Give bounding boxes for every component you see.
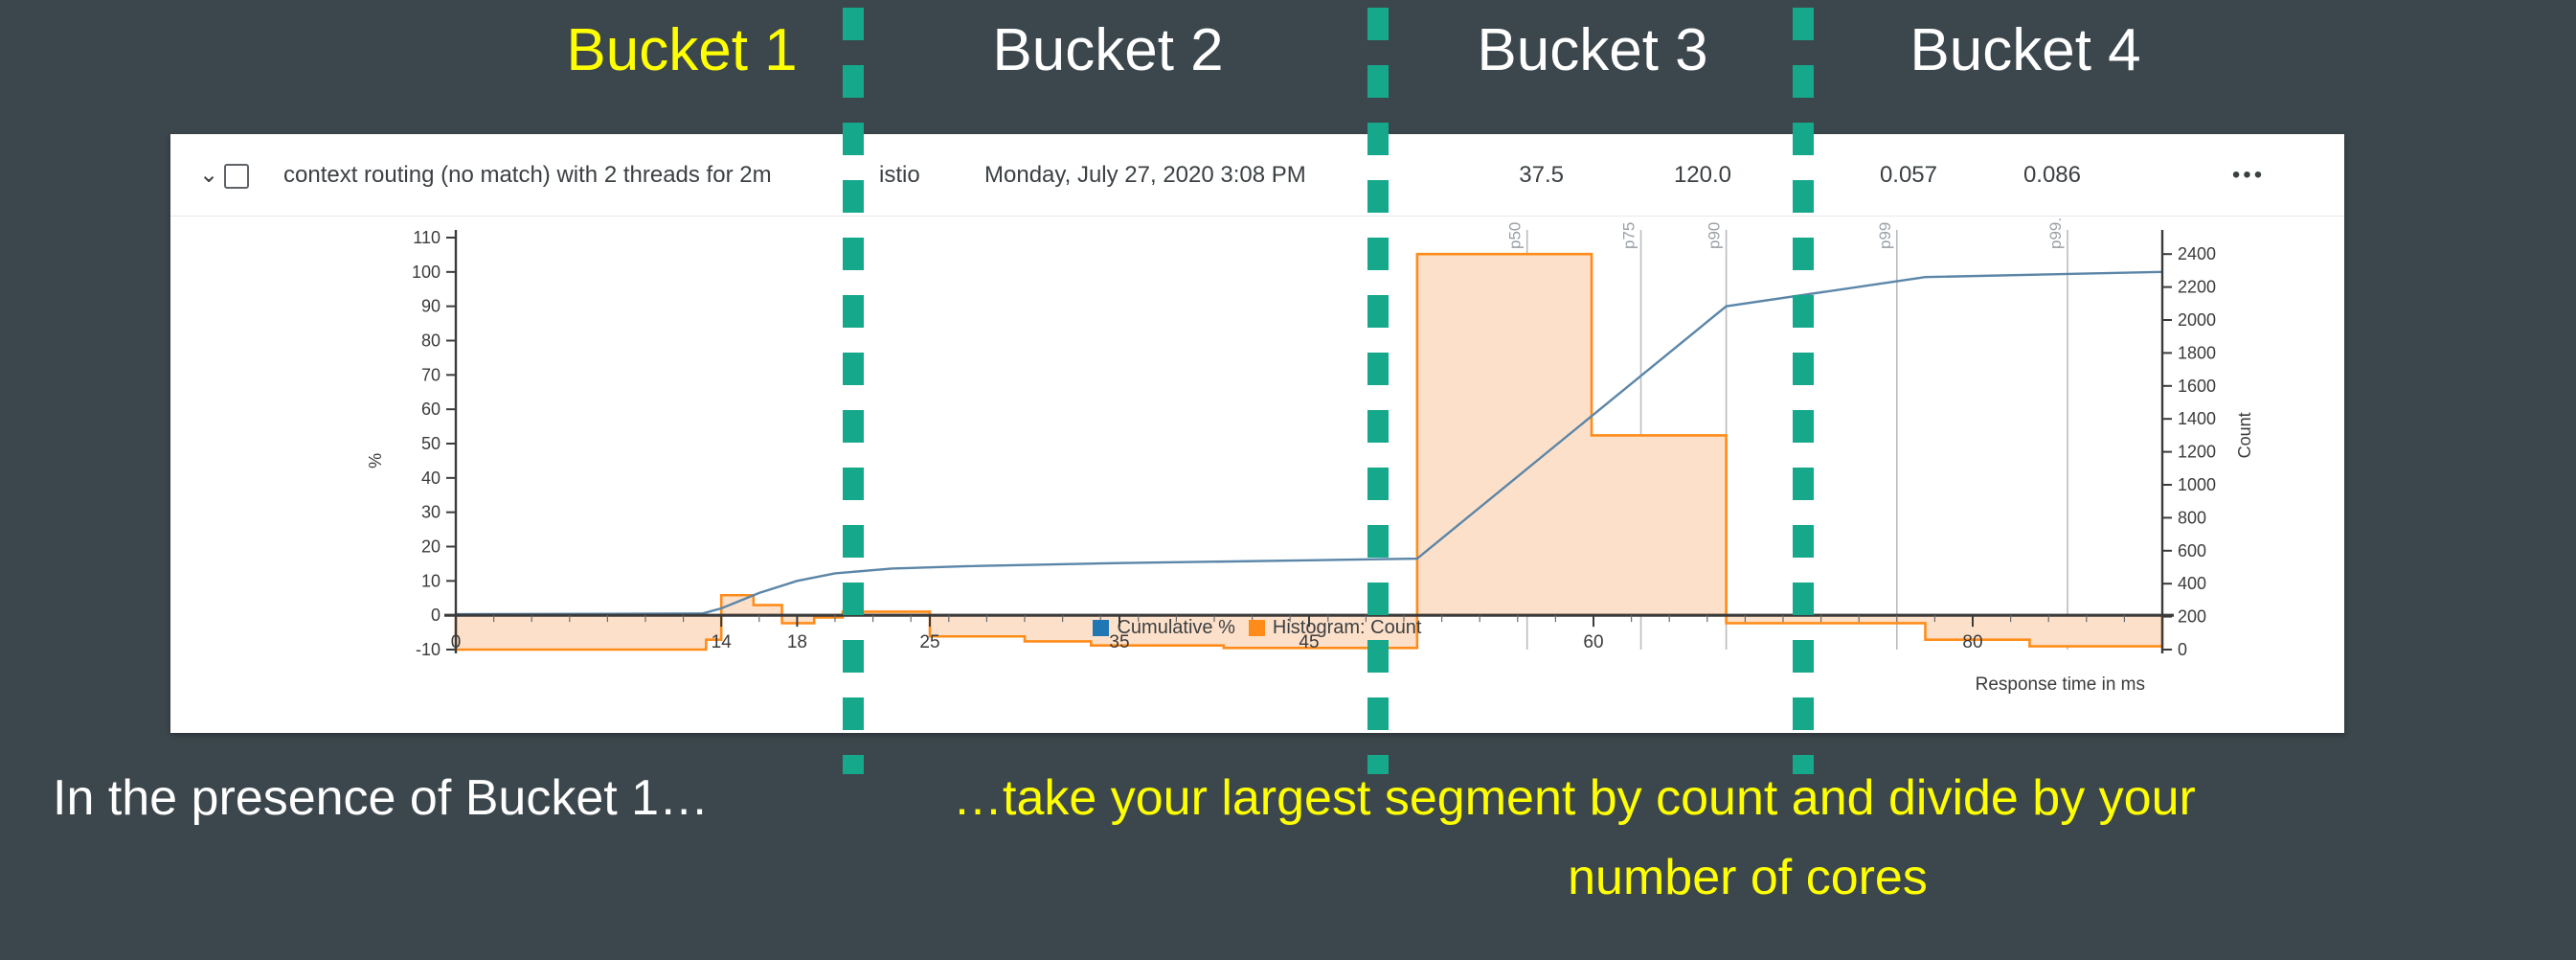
bucket-label-3: Bucket 3 — [1477, 17, 1708, 83]
y-tick-label-left-100: 100 — [412, 263, 441, 282]
x-tick-label-60: 60 — [1583, 632, 1603, 652]
y-tick-label-right-200: 200 — [2178, 607, 2206, 627]
bucket-label-2: Bucket 2 — [992, 17, 1224, 83]
y-tick-label-right-1000: 1000 — [2178, 475, 2216, 494]
bucket-label-4: Bucket 4 — [1909, 17, 2141, 83]
x-tick-label-14: 14 — [712, 632, 733, 652]
y-tick-label-left-80: 80 — [421, 331, 441, 351]
legend-item-histogram: Histogram: Count — [1248, 616, 1422, 639]
timestamp-label: Monday, July 27, 2020 3:08 PM — [984, 162, 1306, 188]
y-tick-label-right-400: 400 — [2178, 574, 2206, 593]
plot-svg: p50 p75 p90 p99 p99.9 -10 0 10 20 30 40 50 60 70 80 90 1… — [366, 217, 2254, 695]
y-tick-label-right-1800: 1800 — [2178, 343, 2216, 362]
y-tick-label-right-800: 800 — [2178, 508, 2206, 527]
y-tick-label-right-1400: 1400 — [2178, 409, 2216, 428]
cumulative-line — [455, 270, 2163, 616]
y-tick-label-right-600: 600 — [2178, 541, 2206, 560]
tag-label: istio — [879, 162, 920, 188]
metric-value-2: 120.0 — [1673, 162, 1731, 188]
percentile-label-p99: p99 — [1876, 222, 1894, 249]
y-tick-label-left-50: 50 — [421, 434, 441, 453]
legend-label-cumulative: Cumulative % — [1117, 616, 1235, 638]
chart-legend: Cumulative % Histogram: Count — [170, 608, 2344, 647]
metric-value-4: 0.086 — [2022, 162, 2081, 188]
x-tick-label-0: 0 — [451, 632, 462, 652]
y-tick-label-right-2200: 2200 — [2178, 278, 2216, 297]
x-tick-label-35: 35 — [1109, 632, 1129, 652]
y-tick-label-left-40: 40 — [421, 469, 441, 488]
y-axis-label-left: % — [366, 453, 385, 469]
percentile-label-p90: p90 — [1706, 222, 1724, 249]
y-tick-label-left-110: 110 — [413, 228, 441, 247]
percentile-label-p75: p75 — [1620, 222, 1638, 249]
y-axis-label-right: Count — [2235, 412, 2254, 458]
percentile-label-p50: p50 — [1506, 222, 1525, 249]
x-tick-label-45: 45 — [1299, 632, 1319, 652]
percentile-label-p99.9: p99.9 — [2046, 217, 2065, 249]
y-tick-label-left-20: 20 — [421, 537, 441, 557]
row-checkbox[interactable] — [224, 164, 249, 189]
chevron-down-icon[interactable]: ⌄ — [198, 162, 219, 188]
histogram-plot: p50 p75 p90 p99 p99.9 -10 0 10 20 30 40 50 60 70 80 90 1… — [170, 217, 2344, 733]
y-tick-label-left--10: -10 — [416, 640, 441, 659]
caption-line-3: number of cores — [1568, 850, 1928, 905]
row-overflow-menu-icon[interactable]: ••• — [2231, 162, 2266, 188]
bucket-divider-3 — [1793, 8, 1814, 774]
y-tick-label-left-30: 30 — [421, 503, 441, 522]
x-tick-label-80: 80 — [1962, 632, 1982, 652]
y-tick-label-left-0: 0 — [431, 606, 441, 625]
caption-line-2: …take your largest segment by count and … — [953, 770, 2196, 826]
chart-card-panel: ⌄ context routing (no match) with 2 thre… — [170, 134, 2344, 733]
y-tick-label-left-90: 90 — [421, 297, 441, 316]
y-tick-label-left-60: 60 — [421, 400, 441, 419]
x-tick-label-18: 18 — [787, 632, 807, 652]
metric-value-1: 37.5 — [1519, 162, 1564, 188]
test-name-label: context routing (no match) with 2 thread… — [283, 162, 772, 188]
legend-label-histogram: Histogram: Count — [1272, 616, 1422, 638]
histogram-step-area — [454, 252, 2164, 651]
caption-line-1: In the presence of Bucket 1… — [53, 770, 710, 826]
caption-band: In the presence of Bucket 1… …take your l… — [0, 757, 2576, 960]
bucket-divider-2 — [1367, 8, 1389, 774]
y-tick-label-left-70: 70 — [421, 365, 441, 384]
metric-value-3: 0.057 — [1879, 162, 1937, 188]
y-tick-label-right-2400: 2400 — [2178, 244, 2216, 263]
bucket-header-band: Bucket 1 Bucket 2 Bucket 3 Bucket 4 — [0, 0, 2576, 125]
y-tick-label-right-0: 0 — [2178, 640, 2187, 659]
legend-swatch-cumulative — [1093, 619, 1110, 636]
x-tick-label-25: 25 — [919, 632, 939, 652]
y-tick-label-left-10: 10 — [421, 571, 441, 590]
y-tick-label-right-1600: 1600 — [2178, 377, 2216, 396]
legend-swatch-histogram — [1248, 619, 1265, 636]
x-axis-label: Response time in ms — [1976, 674, 2145, 695]
y-tick-label-right-1200: 1200 — [2178, 443, 2216, 462]
bucket-label-1: Bucket 1 — [566, 17, 798, 83]
legend-item-cumulative: Cumulative % — [1093, 616, 1235, 639]
y-tick-label-right-2000: 2000 — [2178, 310, 2216, 330]
result-row[interactable]: ⌄ context routing (no match) with 2 thre… — [170, 134, 2344, 217]
bucket-divider-1 — [843, 8, 864, 774]
